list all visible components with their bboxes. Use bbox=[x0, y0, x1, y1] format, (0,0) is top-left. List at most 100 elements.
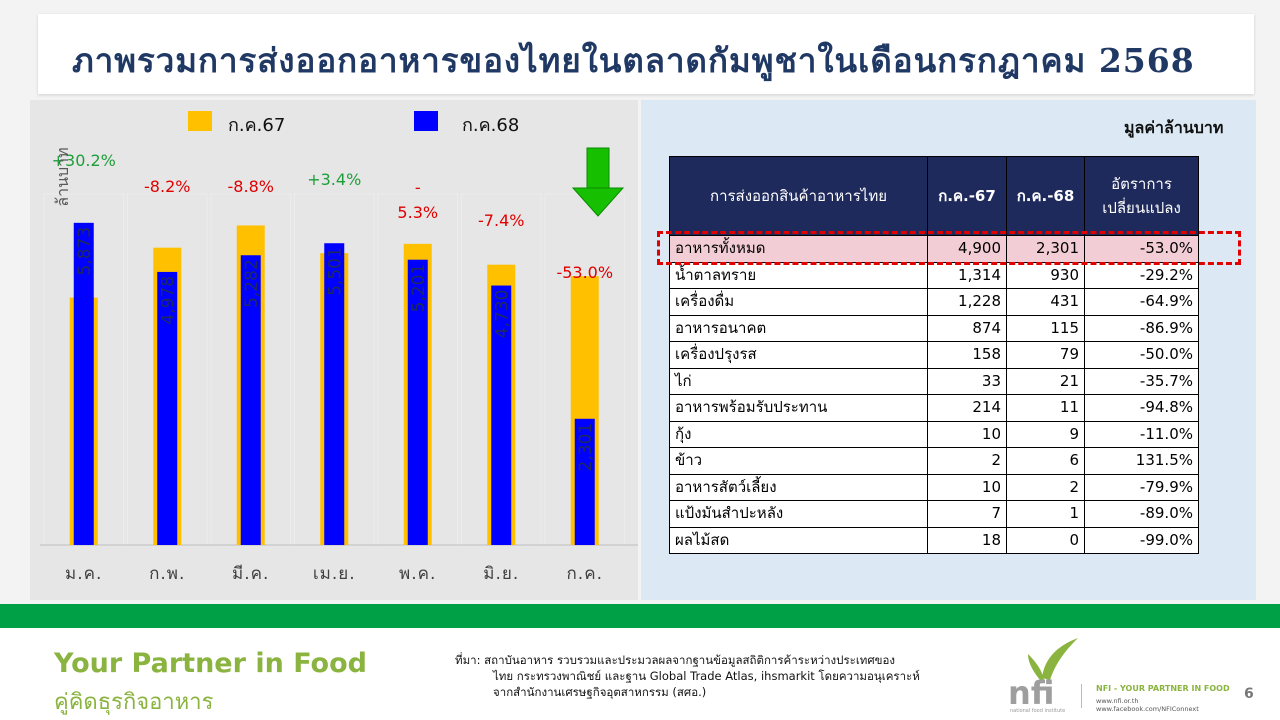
data-label: 4,730 bbox=[492, 290, 512, 339]
row-change: -11.0% bbox=[1084, 420, 1199, 448]
row-y68: 21 bbox=[1006, 367, 1085, 395]
legend-swatch-y67 bbox=[188, 111, 212, 131]
table-row: อาหารสัตว์เลี้ยง 10 2 -79.9% bbox=[669, 473, 1199, 501]
row-change: -89.0% bbox=[1084, 500, 1199, 528]
header-change: อัตราการ เปลี่ยนแปลง bbox=[1084, 156, 1199, 236]
row-name: อาหารพร้อมรับประทาน bbox=[669, 394, 928, 422]
source-line-3: จากสำนักงานเศรษฐกิจอุตสาหกรรม (สศอ.) bbox=[493, 685, 707, 699]
row-y67: 18 bbox=[927, 526, 1007, 554]
bar-y68 bbox=[491, 285, 512, 545]
table-row: น้ำตาลทราย 1,314 930 -29.2% bbox=[669, 261, 1199, 289]
row-y68: 11 bbox=[1006, 394, 1085, 422]
legend-swatch-y68 bbox=[414, 111, 438, 131]
data-label: 5,501 bbox=[325, 247, 345, 296]
row-y67: 214 bbox=[927, 394, 1007, 422]
bar-y68 bbox=[73, 222, 94, 545]
unit-label: มูลค่าล้านบาท bbox=[1124, 118, 1224, 137]
row-name: กุ้ง bbox=[669, 420, 928, 448]
logo-web: www.nfi.or.th www.facebook.com/NFIConnex… bbox=[1096, 697, 1199, 713]
row-name: เครื่องดื่ม bbox=[669, 288, 928, 316]
row-y67: 4,900 bbox=[927, 235, 1007, 263]
table-row: เครื่องดื่ม 1,228 431 -64.9% bbox=[669, 288, 1199, 316]
change-label-cont: 5.3% bbox=[397, 203, 438, 222]
bar-chart: 5,873 4,978 5,282 5,501 5,201 4,730 2,301 +30.… bbox=[40, 111, 638, 584]
row-y67: 874 bbox=[927, 314, 1007, 342]
change-label: -8.2% bbox=[144, 177, 190, 196]
header-change-line1: อัตราการ bbox=[1111, 175, 1172, 193]
table-row: ผลไม้สด 18 0 -99.0% bbox=[669, 526, 1199, 554]
legend: ก.ค.67 ก.ค.68 bbox=[188, 111, 519, 136]
table-row: ข้าว 2 6 131.5% bbox=[669, 447, 1199, 475]
row-y67: 33 bbox=[927, 367, 1007, 395]
row-change: -94.8% bbox=[1084, 394, 1199, 422]
bar-y68 bbox=[157, 271, 178, 545]
title-bar: ภาพรวมการส่งออกอาหารของไทยในตลาดกัมพูชาใ… bbox=[38, 14, 1254, 94]
data-label: 4,978 bbox=[158, 276, 178, 325]
row-y67: 1,314 bbox=[927, 261, 1007, 289]
row-change: -99.0% bbox=[1084, 526, 1199, 554]
row-y68: 2 bbox=[1006, 473, 1085, 501]
table-row: ไก่ 33 21 -35.7% bbox=[669, 367, 1199, 395]
change-label: -8.8% bbox=[228, 177, 274, 196]
row-change: -64.9% bbox=[1084, 288, 1199, 316]
change-label: +3.4% bbox=[307, 170, 361, 189]
legend-label-y67: ก.ค.67 bbox=[228, 115, 285, 136]
row-name: ผลไม้สด bbox=[669, 526, 928, 554]
table-row: อาหารอนาคต 874 115 -86.9% bbox=[669, 314, 1199, 342]
bar-y68 bbox=[240, 255, 261, 545]
row-name: อาหารทั้งหมด bbox=[669, 235, 928, 263]
row-y68: 6 bbox=[1006, 447, 1085, 475]
logo-text: nfi bbox=[1008, 674, 1055, 712]
source-line-1: ที่มา: สถาบันอาหาร รวบรวมและประมวลผลจากฐ… bbox=[455, 653, 896, 667]
table-row: อาหารพร้อมรับประทาน 214 11 -94.8% bbox=[669, 394, 1199, 422]
data-label: 5,873 bbox=[75, 227, 95, 276]
row-y68: 0 bbox=[1006, 526, 1085, 554]
page-number: 6 bbox=[1244, 686, 1254, 702]
row-y68: 1 bbox=[1006, 500, 1085, 528]
bar-y68 bbox=[574, 418, 595, 545]
row-y68: 115 bbox=[1006, 314, 1085, 342]
row-name: ข้าว bbox=[669, 447, 928, 475]
row-y68: 930 bbox=[1006, 261, 1085, 289]
row-name: น้ำตาลทราย bbox=[669, 261, 928, 289]
row-change: -35.7% bbox=[1084, 367, 1199, 395]
source-line-2: ไทย กระทรวงพาณิชย์ และฐาน Global Trade A… bbox=[493, 669, 920, 683]
row-change: 131.5% bbox=[1084, 447, 1199, 475]
x-tick-label: พ.ค. bbox=[399, 564, 436, 584]
logo-tagline: NFI - YOUR PARTNER IN FOOD bbox=[1096, 684, 1230, 693]
x-tick-label: ก.พ. bbox=[149, 564, 185, 584]
row-y67: 10 bbox=[927, 473, 1007, 501]
table-header-row: การส่งออกสินค้าอาหารไทย ก.ค.-67 ก.ค.-68 … bbox=[669, 156, 1199, 236]
tagline-en: Your Partner in Food bbox=[54, 648, 367, 679]
data-label: 5,201 bbox=[409, 264, 429, 313]
nfi-logo: nfi national food institute bbox=[1008, 638, 1078, 714]
x-tick-label: ก.ค. bbox=[567, 564, 603, 584]
x-tick-label: มิ.ย. bbox=[483, 564, 519, 584]
header-y67: ก.ค.-67 bbox=[927, 156, 1007, 236]
change-label: - bbox=[415, 178, 421, 197]
logo-small-text: national food institute bbox=[1010, 708, 1065, 714]
row-name: อาหารสัตว์เลี้ยง bbox=[669, 473, 928, 501]
export-table: การส่งออกสินค้าอาหารไทย ก.ค.-67 ก.ค.-68 … bbox=[669, 156, 1199, 554]
row-y67: 158 bbox=[927, 341, 1007, 369]
x-tick-label: มี.ค. bbox=[232, 564, 269, 584]
row-name: เครื่องปรุงรส bbox=[669, 341, 928, 369]
header-y68: ก.ค.-68 bbox=[1006, 156, 1085, 236]
change-label: -53.0% bbox=[556, 263, 613, 282]
header-change-line2: เปลี่ยนแปลง bbox=[1102, 199, 1181, 217]
change-label: -7.4% bbox=[478, 211, 524, 230]
website-link[interactable]: www.nfi.or.th bbox=[1096, 697, 1139, 705]
bar-y68 bbox=[407, 259, 428, 545]
row-name: อาหารอนาคต bbox=[669, 314, 928, 342]
down-arrow-icon bbox=[571, 147, 625, 217]
row-y67: 1,228 bbox=[927, 288, 1007, 316]
row-change: -50.0% bbox=[1084, 341, 1199, 369]
legend-label-y68: ก.ค.68 bbox=[462, 115, 519, 136]
row-change: -29.2% bbox=[1084, 261, 1199, 289]
logo-separator bbox=[1081, 684, 1082, 708]
row-name: แป้งมันสำปะหลัง bbox=[669, 500, 928, 528]
row-change: -79.9% bbox=[1084, 473, 1199, 501]
facebook-link[interactable]: www.facebook.com/NFIConnext bbox=[1096, 705, 1199, 713]
table-row: กุ้ง 10 9 -11.0% bbox=[669, 420, 1199, 448]
tagline-th: คู่คิดธุรกิจอาหาร bbox=[54, 690, 214, 715]
